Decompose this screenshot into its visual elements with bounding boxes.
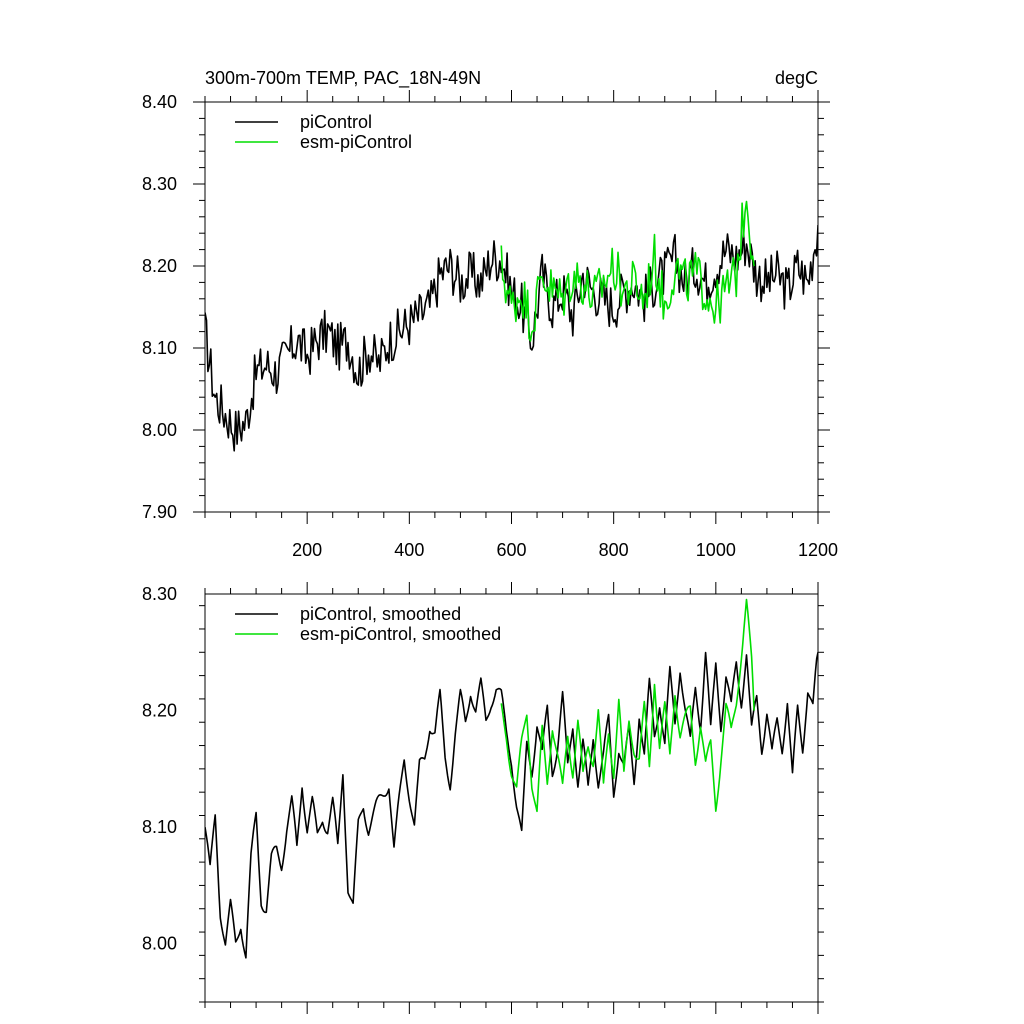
plot-frame bbox=[204, 593, 819, 1003]
series-line-esm-picontrol-smoothed bbox=[500, 598, 755, 813]
panel-top: 7.90 8.00 8.10 8.20 8.30 8.40 200 400 600 800 1000… bbox=[142, 90, 838, 560]
y-tick-label: 8.30 bbox=[142, 174, 177, 194]
y-tick-label: 8.10 bbox=[142, 338, 177, 358]
y-tick-label: 8.30 bbox=[142, 584, 177, 604]
y-tick-label: 7.90 bbox=[142, 502, 177, 522]
legend-label: piControl bbox=[300, 112, 372, 132]
legend-label: piControl, smoothed bbox=[300, 604, 461, 624]
panel-bottom: 8.00 8.10 8.20 8.30 piControl, smoothedesm-p… bbox=[142, 582, 824, 1014]
x-tick-label: 800 bbox=[599, 540, 629, 560]
series-line-esm-picontrol bbox=[500, 200, 755, 342]
y-tick-label: 8.20 bbox=[142, 701, 177, 721]
y-tick-label: 8.20 bbox=[142, 256, 177, 276]
x-tick-label: 200 bbox=[292, 540, 322, 560]
x-tick-label: 600 bbox=[496, 540, 526, 560]
units-label: degC bbox=[775, 68, 818, 88]
y-tick-label: 8.10 bbox=[142, 817, 177, 837]
x-tick-label: 1000 bbox=[696, 540, 736, 560]
y-tick-label: 8.00 bbox=[142, 934, 177, 954]
x-tick-label: 400 bbox=[394, 540, 424, 560]
series-line-picontrol bbox=[205, 224, 818, 452]
legend-label: esm-piControl, smoothed bbox=[300, 624, 501, 644]
plot-frame bbox=[204, 101, 819, 513]
legend-label: esm-piControl bbox=[300, 132, 412, 152]
figure-title: 300m-700m TEMP, PAC_18N-49N bbox=[205, 68, 481, 89]
y-tick-label: 8.40 bbox=[142, 92, 177, 112]
x-tick-label: 1200 bbox=[798, 540, 838, 560]
series-line-picontrol-smoothed bbox=[205, 651, 818, 959]
y-tick-label: 8.00 bbox=[142, 420, 177, 440]
